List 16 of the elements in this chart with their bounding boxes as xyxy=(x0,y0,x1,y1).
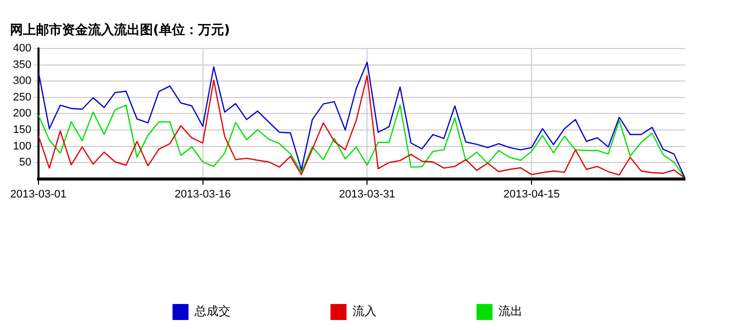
y-tick-label: 100 xyxy=(12,140,32,152)
y-tick-label: 350 xyxy=(12,58,32,71)
legend-label: 流入 xyxy=(352,304,376,318)
x-tick-label: 2013-04-15 xyxy=(503,188,560,200)
y-tick-label: 200 xyxy=(12,108,32,120)
y-tick-label: 300 xyxy=(12,75,32,88)
x-tick-label: 2013-03-01 xyxy=(10,188,66,200)
legend-label: 总成交 xyxy=(194,304,230,318)
y-tick-label: 400 xyxy=(12,42,32,55)
y-tick-label: 150 xyxy=(12,124,32,136)
legend-label: 流出 xyxy=(498,304,522,318)
x-tick-label: 2013-03-31 xyxy=(339,188,396,200)
x-tick-label: 2013-03-16 xyxy=(174,188,231,200)
chart-title: 网上邮市资金流入流出图(单位：万元) xyxy=(10,22,230,38)
y-tick-label: 250 xyxy=(12,91,32,104)
y-tick-label: 50 xyxy=(19,156,32,169)
